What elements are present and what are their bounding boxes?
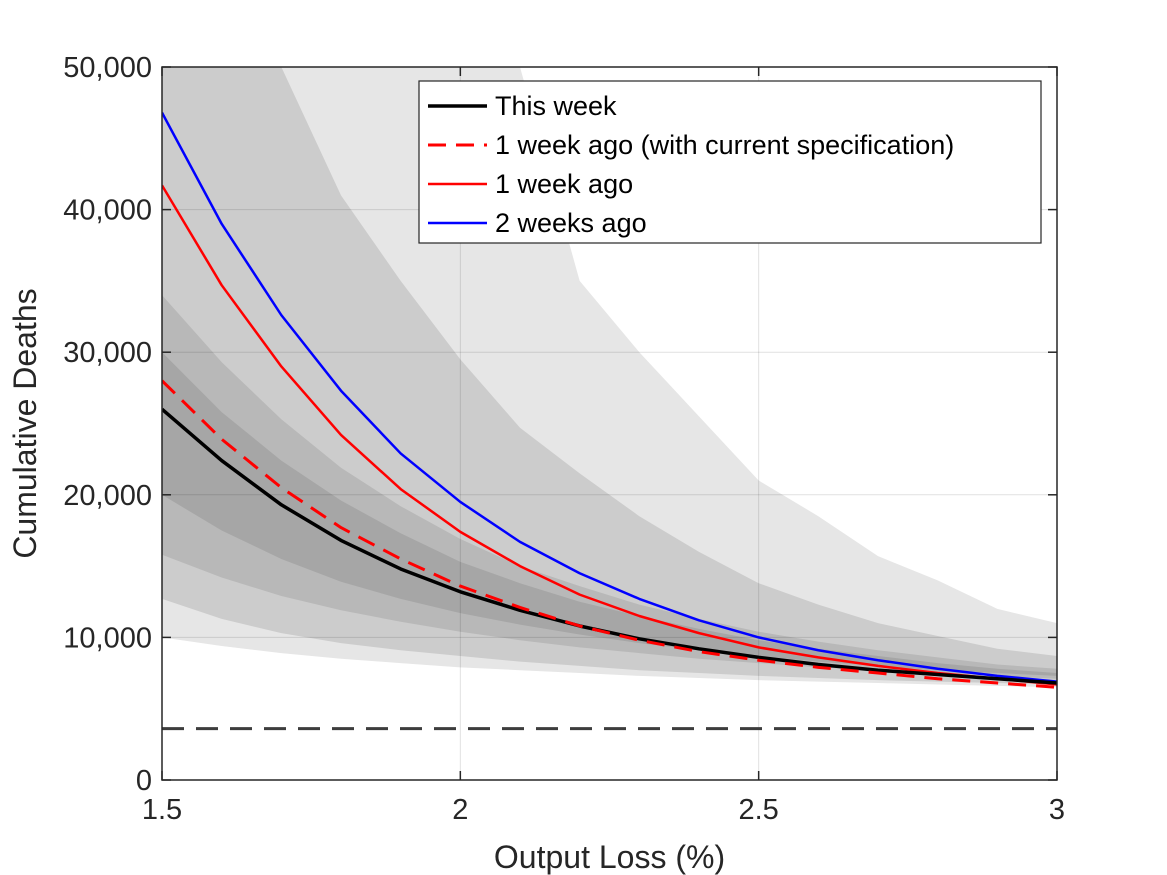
x-tick-label: 3 <box>1049 794 1065 826</box>
x-tick-label: 1.5 <box>142 794 182 826</box>
confidence-band-4 <box>162 352 1057 676</box>
y-tick-labels: 0 10,000 20,000 30,000 40,000 50,000 <box>63 52 152 797</box>
legend-entries: This week 1 week ago (with current specif… <box>428 91 954 238</box>
y-tick-label: 40,000 <box>63 195 152 227</box>
legend-label-3: 1 week ago <box>495 169 633 199</box>
x-tick-label: 2.5 <box>739 794 779 826</box>
y-tick-label: 10,000 <box>63 622 152 654</box>
x-tick-labels: 1.5 2 2.5 3 <box>142 794 1065 826</box>
y-tick-label: 50,000 <box>63 52 152 84</box>
legend-label-4: 2 weeks ago <box>495 208 647 238</box>
y-tick-label: 0 <box>136 765 152 797</box>
axis-ticks <box>161 66 1058 781</box>
y-tick-label: 30,000 <box>63 337 152 369</box>
y-tick-label: 20,000 <box>63 480 152 512</box>
confidence-bands <box>162 67 1057 688</box>
series-line-3 <box>162 184 1057 686</box>
x-axis-label: Output Loss (%) <box>494 839 725 875</box>
series-line-4 <box>162 112 1057 683</box>
series-line-2 <box>162 379 1057 689</box>
legend-label-2: 1 week ago (with current specification) <box>495 130 954 160</box>
y-axis-label: Cumulative Deaths <box>7 288 43 558</box>
legend-box <box>418 80 1042 244</box>
legend-label-1: This week <box>495 91 617 121</box>
series-layer <box>162 112 1057 689</box>
legend: This week 1 week ago (with current specif… <box>418 80 1042 244</box>
x-tick-label: 2 <box>452 794 468 826</box>
plot-frame <box>161 66 1058 781</box>
